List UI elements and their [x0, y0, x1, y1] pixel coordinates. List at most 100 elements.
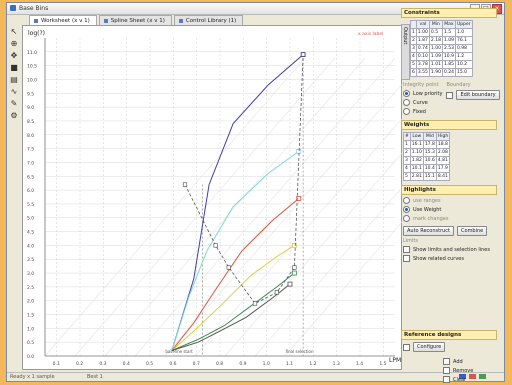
radio-button[interactable] [403, 197, 410, 204]
table-cell[interactable]: 10.9 [441, 52, 456, 61]
table-row[interactable]: 1 1.00 0.5 1.5 1.0 [410, 28, 473, 37]
table-cell[interactable]: 1.09 [441, 36, 456, 45]
output-strip[interactable]: Output [401, 24, 410, 80]
clear-button[interactable]: Clear [453, 376, 467, 383]
table-cell[interactable]: 1.00 [415, 28, 430, 37]
checkbox[interactable] [403, 255, 410, 262]
chart-svg[interactable]: 11.0 10.5 10.0 9.5 9.0 8.5 8.0 7.5 7.0 6.5 6.0 5.5 5… [23, 26, 403, 371]
table-cell[interactable]: 3 [403, 156, 411, 165]
table-cell[interactable]: 0.10 [415, 52, 430, 61]
tab-worksheet[interactable]: Worksheet (x v 1) [29, 15, 97, 26]
table-cell[interactable]: 1.85 [441, 60, 456, 69]
checkbox[interactable] [403, 246, 410, 253]
table-cell[interactable]: 0.74 [415, 44, 430, 53]
radio-button[interactable] [403, 90, 410, 97]
table-cell[interactable]: 2.81 [409, 172, 424, 181]
radio-button[interactable] [403, 99, 410, 106]
chart-canvas[interactable]: 11.0 10.5 10.0 9.5 9.0 8.5 8.0 7.5 7.0 6.5 6.0 5.5 5… [22, 25, 403, 371]
table-cell[interactable]: 2.18 [428, 36, 443, 45]
radio-button[interactable] [403, 108, 410, 115]
tab-control-library[interactable]: Control Library (1) [173, 15, 244, 26]
column-header[interactable]: Mid [422, 132, 437, 141]
table-cell[interactable]: 1.5 [441, 28, 456, 37]
show-related-option[interactable]: Show related curves [403, 255, 495, 262]
table-cell[interactable]: 2 [403, 148, 411, 157]
curve-icon[interactable]: ∿ [10, 87, 18, 96]
table-row[interactable]: 4 10.1 10.4 17.9 [403, 164, 451, 173]
remove-button[interactable]: Remove [453, 367, 474, 374]
table-row[interactable]: 5 2.81 15.1 8.41 [403, 172, 451, 181]
checkbox[interactable] [443, 376, 450, 383]
table-cell[interactable]: 2.08 [435, 148, 451, 157]
table-cell[interactable]: 15.0 [454, 68, 473, 77]
table-cell[interactable]: 3.78 [415, 60, 430, 69]
measure-icon[interactable]: ⚙ [10, 111, 18, 120]
table-cell[interactable]: 2.53 [441, 44, 456, 53]
table-cell[interactable]: 1.87 [415, 36, 430, 45]
table-row[interactable]: 2 1.10 15.3 2.08 [403, 148, 451, 157]
table-cell[interactable]: 1.90 [428, 68, 443, 77]
table-row[interactable]: 5 3.78 1.01 1.85 10.2 [410, 60, 473, 69]
configure-button[interactable]: Configure [413, 342, 446, 352]
checkbox[interactable] [443, 367, 450, 374]
table-cell[interactable]: 10.4 [422, 164, 437, 173]
column-header[interactable]: Max [441, 20, 456, 29]
column-header[interactable]: # [403, 132, 411, 141]
table-cell[interactable]: 4.81 [435, 156, 451, 165]
column-header[interactable]: High [435, 132, 451, 141]
hl-option-ranges[interactable]: use ranges [403, 197, 495, 204]
table-row[interactable]: 1 16.1 17.8 18.8 [403, 140, 451, 149]
table-cell[interactable]: 1.00 [428, 44, 443, 53]
table-cell[interactable]: 1 [403, 140, 411, 149]
zoom-icon[interactable]: ⊕ [10, 39, 18, 48]
column-header[interactable]: Upper [454, 20, 473, 29]
print-icon[interactable]: ▤ [10, 75, 18, 84]
table-cell[interactable]: 17.9 [435, 164, 451, 173]
table-cell[interactable]: 1.82 [409, 156, 424, 165]
pointer-icon[interactable]: ↖ [10, 27, 18, 36]
edit-icon[interactable]: ✎ [10, 99, 18, 108]
table-cell[interactable]: 1.10 [409, 148, 424, 157]
weights-table[interactable]: # Low Mid High 1 16.1 17.8 18.8 2 1.10 15.3 2.08 3 1.… [403, 132, 451, 181]
table-cell[interactable]: 0.98 [454, 44, 473, 53]
table-cell[interactable]: 18.8 [435, 140, 451, 149]
table-cell[interactable]: 76.1 [454, 36, 473, 45]
table-row[interactable]: 3 1.82 10.6 4.81 [403, 156, 451, 165]
add-button[interactable]: Add [453, 358, 463, 365]
table-cell[interactable]: 1.09 [428, 52, 443, 61]
table-cell[interactable]: 10.6 [422, 156, 437, 165]
combine-button[interactable]: Combine [457, 226, 488, 236]
table-row[interactable]: 2 1.87 2.18 1.09 76.1 [410, 36, 473, 45]
table-cell[interactable]: 8.41 [435, 172, 451, 181]
table-cell[interactable]: 0.5 [428, 28, 443, 37]
column-header[interactable]: Low [409, 132, 424, 141]
table-row[interactable]: 6 3.55 1.90 0.24 15.0 [410, 68, 473, 77]
table-cell[interactable]: 15.3 [422, 148, 437, 157]
pan-icon[interactable]: ✥ [10, 51, 18, 60]
boundary-checkbox[interactable] [446, 91, 454, 99]
reference-checkbox[interactable] [403, 343, 410, 351]
table-cell[interactable]: 4 [403, 164, 411, 173]
table-cell[interactable]: 17.8 [422, 140, 437, 149]
table-cell[interactable]: 1.0 [454, 28, 473, 37]
constraints-table[interactable]: val Min Max Upper 1 1.00 0.5 1.5 1.0 2 1.87 2.18 1.0… [410, 20, 473, 77]
save-icon[interactable]: ■ [10, 63, 18, 72]
table-row[interactable]: 3 0.74 1.00 2.53 0.98 [410, 44, 473, 53]
table-cell[interactable]: 3.55 [415, 68, 430, 77]
option-fixed[interactable]: Fixed [403, 108, 442, 115]
checkbox[interactable] [443, 358, 450, 365]
table-cell[interactable]: 10.2 [454, 60, 473, 69]
table-row[interactable]: 4 0.10 1.09 10.9 1.2 [410, 52, 473, 61]
table-cell[interactable]: 15.1 [422, 172, 437, 181]
auto-reconstruct-button[interactable]: Auto Reconstruct [403, 226, 455, 236]
radio-button[interactable] [403, 206, 410, 213]
table-cell[interactable]: 0.24 [441, 68, 456, 77]
column-header[interactable]: Min [428, 20, 443, 29]
option-curve[interactable]: Curve [403, 99, 442, 106]
column-header[interactable]: val [415, 20, 430, 29]
table-cell[interactable]: 16.1 [409, 140, 424, 149]
table-cell[interactable]: 1.01 [428, 60, 443, 69]
table-cell[interactable]: 5 [403, 172, 411, 181]
hl-option-weight[interactable]: Use Weight [403, 206, 495, 213]
tab-spline-sheet[interactable]: Spline Sheet (x v 1) [98, 15, 172, 26]
